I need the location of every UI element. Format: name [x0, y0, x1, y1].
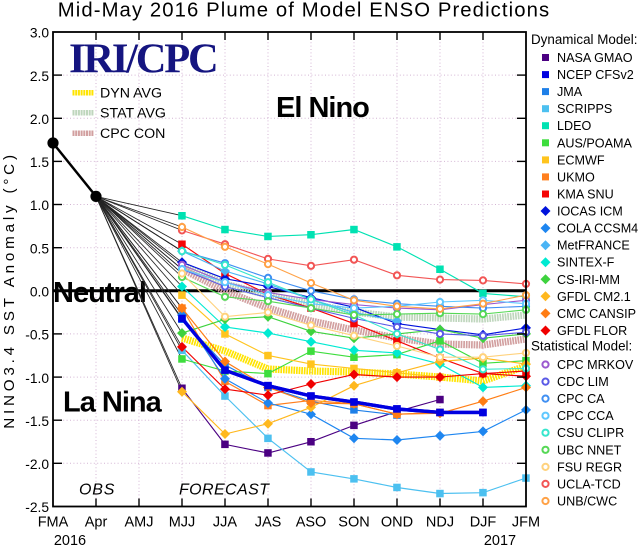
svg-text:Statistical Model:: Statistical Model: — [531, 339, 632, 354]
svg-text:NCEP CFSv2: NCEP CFSv2 — [557, 68, 634, 82]
svg-text:UBC NNET: UBC NNET — [557, 443, 622, 457]
svg-text:2016: 2016 — [54, 533, 86, 546]
svg-text:2017: 2017 — [484, 533, 516, 546]
svg-text:ASO: ASO — [296, 515, 327, 531]
svg-text:COLA CCSM4: COLA CCSM4 — [557, 222, 638, 236]
svg-text:FSU REGR: FSU REGR — [557, 460, 622, 474]
svg-text:UNB/CWC: UNB/CWC — [557, 495, 617, 509]
svg-text:-1.5: -1.5 — [25, 414, 49, 429]
svg-text:CPC CA: CPC CA — [557, 392, 605, 406]
svg-text:-1.0: -1.0 — [25, 371, 49, 386]
svg-text:AMJ: AMJ — [125, 515, 154, 531]
svg-text:JAS: JAS — [255, 515, 282, 531]
svg-text:GFDL CM2.1: GFDL CM2.1 — [557, 290, 631, 304]
svg-text:MJJ: MJJ — [169, 515, 196, 531]
svg-text:-0.5: -0.5 — [25, 328, 49, 343]
svg-text:NDJ: NDJ — [426, 515, 454, 531]
svg-text:0.5: 0.5 — [30, 241, 50, 256]
svg-text:OBS: OBS — [79, 482, 115, 499]
svg-text:UKMO: UKMO — [557, 170, 595, 184]
svg-text:IOCAS ICM: IOCAS ICM — [557, 205, 623, 219]
svg-text:-2.0: -2.0 — [25, 457, 49, 472]
svg-text:UCLA-TCD: UCLA-TCD — [557, 477, 621, 491]
svg-text:OND: OND — [381, 515, 413, 531]
svg-text:Mid-May 2016 Plume of Model EN: Mid-May 2016 Plume of Model ENSO Predict… — [58, 0, 551, 22]
svg-text:MetFRANCE: MetFRANCE — [557, 239, 630, 253]
svg-text:2.0: 2.0 — [30, 112, 50, 127]
svg-text:LDEO: LDEO — [557, 119, 591, 133]
svg-text:FMA: FMA — [38, 515, 69, 531]
svg-text:Neutral: Neutral — [53, 277, 146, 309]
svg-text:CS-IRI-MM: CS-IRI-MM — [557, 273, 620, 287]
svg-text:SCRIPPS: SCRIPPS — [557, 102, 612, 116]
svg-text:JJA: JJA — [213, 515, 238, 531]
svg-text:1.5: 1.5 — [30, 155, 50, 170]
svg-text:CMC CANSIP: CMC CANSIP — [557, 307, 636, 321]
svg-text:2.5: 2.5 — [30, 69, 50, 84]
svg-text:1.0: 1.0 — [30, 198, 50, 213]
svg-text:GFDL FLOR: GFDL FLOR — [557, 324, 627, 338]
svg-text:CDC LIM: CDC LIM — [557, 375, 609, 389]
svg-text:AUS/POAMA: AUS/POAMA — [557, 136, 632, 150]
svg-text:SINTEX-F: SINTEX-F — [557, 256, 615, 270]
svg-text:CSU CLIPR: CSU CLIPR — [557, 426, 624, 440]
svg-text:El Nino: El Nino — [276, 92, 369, 124]
svg-text:NASA GMAO: NASA GMAO — [557, 51, 633, 65]
svg-text:La Nina: La Nina — [63, 387, 163, 419]
svg-text:CPC MRKOV: CPC MRKOV — [557, 358, 634, 372]
svg-text:CPC CON: CPC CON — [100, 126, 165, 142]
svg-text:CPC CCA: CPC CCA — [557, 409, 614, 423]
svg-text:NINO3.4 SST Anomaly (°C): NINO3.4 SST Anomaly (°C) — [1, 151, 18, 429]
svg-text:3.0: 3.0 — [30, 26, 50, 41]
svg-text:FORECAST: FORECAST — [179, 482, 270, 499]
svg-text:Dynamical Model:: Dynamical Model: — [531, 32, 637, 47]
svg-text:DJF: DJF — [470, 515, 497, 531]
svg-text:Apr: Apr — [85, 515, 108, 531]
svg-text:JFM: JFM — [512, 515, 540, 531]
svg-text:STAT AVG: STAT AVG — [100, 106, 166, 122]
svg-text:0.0: 0.0 — [30, 285, 50, 300]
svg-text:-2.5: -2.5 — [25, 500, 49, 515]
svg-text:JMA: JMA — [557, 85, 583, 99]
svg-text:DYN AVG: DYN AVG — [100, 86, 162, 102]
svg-text:SON: SON — [338, 515, 369, 531]
svg-text:KMA SNU: KMA SNU — [557, 188, 614, 202]
svg-text:ECMWF: ECMWF — [557, 153, 605, 167]
svg-text:IRI/CPC: IRI/CPC — [69, 36, 217, 83]
